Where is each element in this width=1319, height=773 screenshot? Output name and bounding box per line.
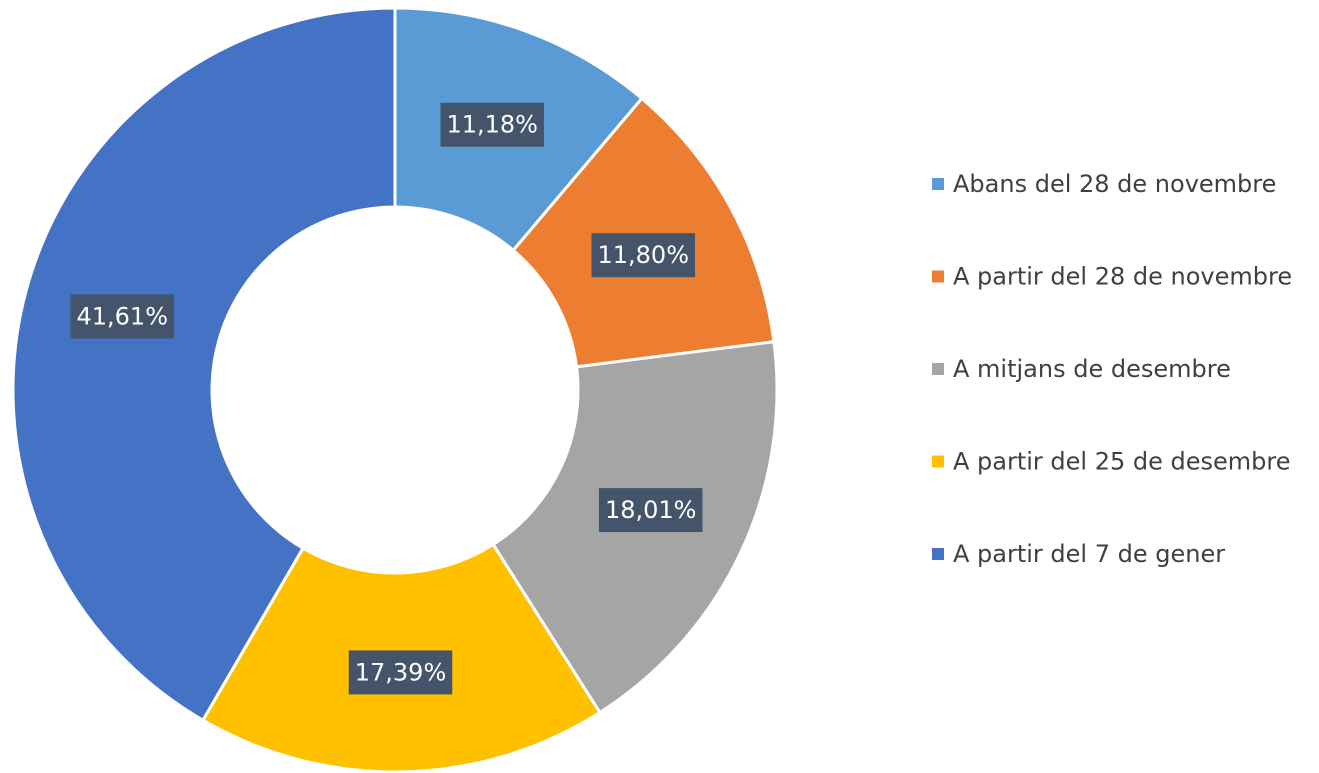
label-box xyxy=(598,488,703,533)
donut-slice xyxy=(511,96,776,369)
legend-label: Abans del 28 de novembre xyxy=(953,170,1276,198)
data-label: 17,39% xyxy=(355,658,447,686)
legend-label: A mitjans de desembre xyxy=(953,355,1231,383)
donut-slice xyxy=(11,6,397,723)
data-label: 11,18% xyxy=(446,111,538,139)
data-label: 18,01% xyxy=(605,496,697,524)
data-label: 11,80% xyxy=(597,241,689,269)
legend-swatch xyxy=(932,548,944,560)
legend-label: A partir del 7 de gener xyxy=(953,540,1225,568)
label-box xyxy=(348,650,453,695)
legend-swatch xyxy=(932,178,944,190)
data-label: 41,61% xyxy=(76,302,168,330)
legend-swatch xyxy=(932,270,944,283)
legend-label: A partir del 28 de novembre xyxy=(953,263,1292,291)
label-box xyxy=(440,102,544,147)
label-box xyxy=(70,294,175,339)
legend-label: A partir del 25 de desembre xyxy=(953,448,1291,476)
legend-swatch xyxy=(932,363,944,375)
label-box xyxy=(591,233,696,278)
legend-swatch xyxy=(932,455,944,468)
